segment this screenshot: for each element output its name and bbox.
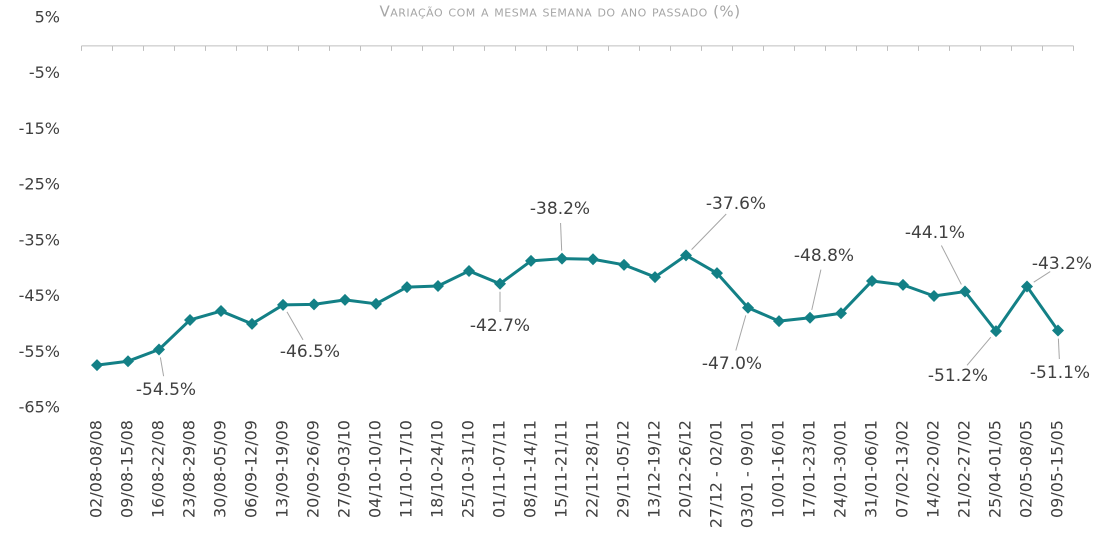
y-tick-label: -45% (19, 286, 60, 305)
x-tick-label: 13/12-19/12 (645, 420, 664, 518)
y-tick-label: -35% (19, 230, 60, 249)
data-label: -51.2% (928, 366, 988, 386)
point-marker (835, 307, 847, 320)
point-marker (215, 305, 227, 318)
x-tick-label: 14/02-20/02 (924, 420, 943, 518)
point-marker (742, 301, 754, 314)
point-marker (494, 277, 506, 290)
point-marker (618, 258, 630, 271)
point-marker (866, 274, 878, 287)
series-line (96, 253, 1060, 367)
point-marker (122, 355, 134, 368)
point-marker (401, 281, 413, 294)
point-marker (339, 293, 351, 306)
y-tick-label: -15% (19, 119, 60, 138)
leader-line (811, 269, 822, 311)
x-tick-label: 04/10-10/10 (366, 420, 385, 518)
x-tick-label: 25/10-31/10 (459, 420, 478, 518)
data-label: -54.5% (136, 380, 196, 400)
x-tick-label: 27/09-03/10 (335, 420, 354, 518)
y-tick-label: -65% (19, 398, 60, 417)
x-tick-label: 20/12-26/12 (676, 420, 695, 518)
x-tick-label: 07/02-13/02 (893, 420, 912, 518)
y-tick-label: 5% (35, 8, 60, 27)
x-tick-label: 23/08-29/08 (180, 420, 199, 518)
leader-line (735, 315, 747, 351)
x-tick-label: 15/11-21/11 (552, 420, 571, 518)
data-label: -51.1% (1030, 363, 1090, 383)
point-marker (525, 254, 537, 267)
x-tick-label: 09/08-15/08 (118, 420, 137, 518)
point-marker (556, 252, 568, 265)
point-marker (959, 285, 971, 298)
x-tick-label: 31/01-06/01 (862, 420, 881, 518)
point-marker (1021, 280, 1033, 293)
leader-line (560, 222, 563, 251)
leader-line (286, 311, 304, 341)
x-tick-label: 18/10-24/10 (428, 420, 447, 518)
point-marker (463, 264, 475, 277)
data-label: -47.0% (702, 354, 762, 374)
data-label: -44.1% (905, 223, 965, 243)
x-tick-label: 06/09-12/09 (242, 420, 261, 518)
point-marker (91, 359, 103, 372)
point-marker (246, 317, 258, 330)
point-marker (773, 315, 785, 328)
point-marker (277, 298, 289, 311)
y-tick-label: -55% (19, 342, 60, 361)
chart-title: Variação com a mesma semana do ano passa… (379, 3, 740, 21)
x-tick-label: 27/12 - 02/01 (707, 420, 726, 528)
x-tick-label: 02/05-08/05 (1017, 420, 1036, 518)
data-label: -37.6% (706, 194, 766, 214)
x-tick-label: 30/08-05/09 (211, 420, 230, 518)
point-marker (432, 279, 444, 292)
x-tick-label: 29/11-05/12 (614, 420, 633, 518)
x-tick-label: 22/11-28/11 (583, 420, 602, 518)
point-marker (897, 278, 909, 291)
point-marker (587, 253, 599, 266)
point-marker (308, 298, 320, 311)
x-tick-label: 21/02-27/02 (955, 420, 974, 518)
leader-line (691, 213, 727, 250)
point-marker (184, 313, 196, 326)
x-tick-label: 03/01 - 09/01 (738, 420, 757, 528)
data-label: -46.5% (280, 342, 340, 362)
point-marker (990, 325, 1002, 338)
x-tick-label: 09/05-15/05 (1048, 420, 1067, 518)
point-marker (370, 297, 382, 310)
data-label: -48.8% (794, 246, 854, 266)
y-tick-label: -5% (29, 63, 60, 82)
point-marker (804, 311, 816, 324)
x-tick-label: 16/08-22/08 (149, 420, 168, 518)
point-marker (711, 267, 723, 280)
leader-line (940, 245, 962, 285)
leader-line (159, 357, 165, 377)
x-tick-label: 10/01-16/01 (769, 420, 788, 518)
point-marker (928, 290, 940, 303)
leader-line (966, 336, 992, 366)
x-tick-label: 25/04-01/05 (986, 420, 1005, 518)
x-tick-label: 20/09-26/09 (304, 420, 323, 518)
data-label: -38.2% (530, 199, 590, 219)
data-label: -43.2% (1032, 254, 1092, 274)
point-marker (1052, 324, 1064, 337)
y-tick-label: -25% (19, 175, 60, 194)
point-marker (680, 249, 692, 262)
leader-line (1057, 338, 1060, 360)
point-marker (649, 271, 661, 284)
x-tick-label: 08/11-14/11 (521, 420, 540, 518)
x-tick-label: 01/11-07/11 (490, 420, 509, 518)
x-tick-label: 24/01-30/01 (831, 420, 850, 518)
leader-line (1033, 271, 1051, 283)
point-marker (153, 343, 165, 356)
x-tick-label: 11/10-17/10 (397, 420, 416, 518)
x-tick-label: 02/08-08/08 (87, 420, 106, 518)
x-tick-label: 13/09-19/09 (273, 420, 292, 518)
data-label: -42.7% (470, 316, 530, 336)
x-tick-label: 17/01-23/01 (800, 420, 819, 518)
